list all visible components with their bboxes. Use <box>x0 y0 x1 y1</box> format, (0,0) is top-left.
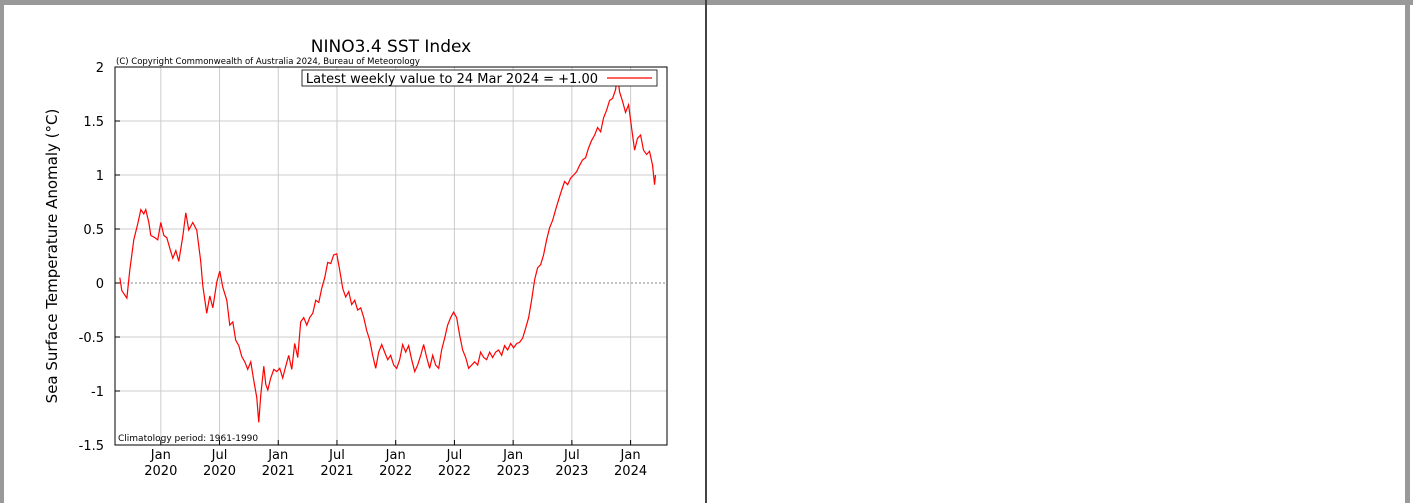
frame-left <box>0 0 4 503</box>
legend-box <box>301 69 658 87</box>
chart-title: NINO3.4 SST Index <box>311 37 471 57</box>
y-tick-label: 1 <box>96 169 104 184</box>
frame-divider <box>705 0 707 503</box>
legend-label: Latest weekly value to 24 Mar 2024 = +1.… <box>306 72 598 87</box>
annotation: Climatology period: 1961-1990 <box>118 434 258 444</box>
x-tick-label: Jan 2024 <box>614 448 648 479</box>
x-tick-label: Jan 2021 <box>261 448 295 479</box>
y-tick-label: 0.5 <box>83 223 104 238</box>
x-tick-label: Jan 2023 <box>496 448 530 479</box>
x-tick-label: Jul 2020 <box>202 448 237 479</box>
y-tick-label: 1.5 <box>83 115 104 130</box>
y-tick-label: 0 <box>96 277 104 292</box>
x-tick-label: Jan 2022 <box>379 448 413 479</box>
y-tick-label: 2 <box>96 61 104 76</box>
y-axis-label: Sea Surface Temperature Anomaly (°C) <box>43 109 61 404</box>
plot-border <box>114 66 668 446</box>
y-tick-label: -0.5 <box>79 331 104 346</box>
x-tick-label: Jul 2021 <box>320 448 354 479</box>
x-tick-label: Jul 2023 <box>555 448 589 479</box>
chart-subtitle: (C) Copyright Commonwealth of Australia … <box>116 57 420 67</box>
plot-area <box>115 67 667 445</box>
frame-right <box>1405 0 1410 503</box>
series-line <box>119 74 657 423</box>
x-tick-label: Jul 2022 <box>437 448 471 479</box>
x-tick-label: Jan 2020 <box>144 448 178 479</box>
chart: NINO3.4 SST Index (C) Copyright Commonwe… <box>43 37 668 454</box>
y-tick-label: -1.5 <box>79 439 104 454</box>
y-tick-label: -1 <box>91 385 104 400</box>
